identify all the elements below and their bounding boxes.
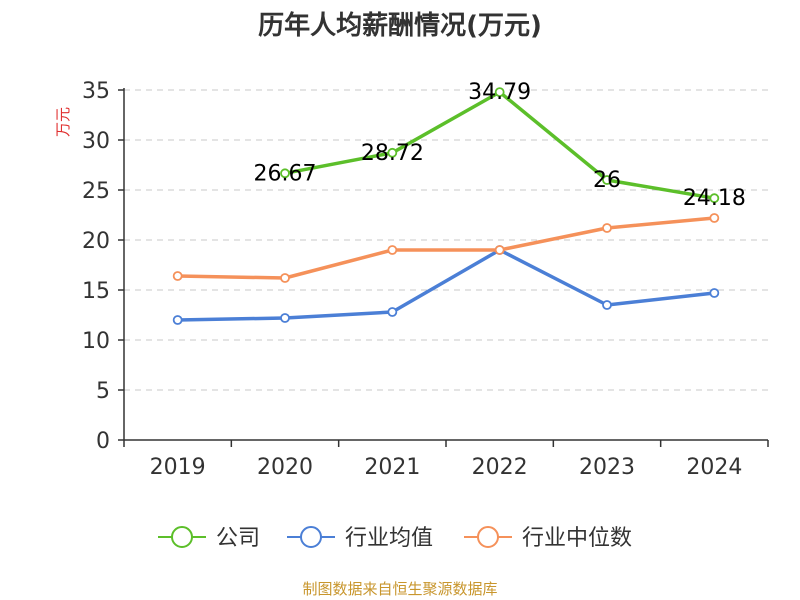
y-axis-label: 万元 xyxy=(54,107,72,137)
legend-label: 行业中位数 xyxy=(522,526,632,551)
source-note: 制图数据来自恒生聚源数据库 xyxy=(302,580,497,598)
data-label: 34.79 xyxy=(468,80,531,105)
data-point xyxy=(387,147,398,158)
chart-title: 历年人均薪酬情况(万元) xyxy=(258,10,542,41)
y-tick-label: 35 xyxy=(82,79,110,104)
y-tick-label: 30 xyxy=(82,129,110,154)
legend-swatch-marker xyxy=(171,526,193,548)
data-point xyxy=(387,307,398,317)
y-tick-label: 15 xyxy=(82,279,110,304)
data-point xyxy=(280,168,290,179)
data-point xyxy=(709,288,720,298)
data-point xyxy=(602,223,612,233)
data-point xyxy=(280,273,290,283)
x-tick-label: 2019 xyxy=(150,455,206,480)
legend-item-0[interactable]: 公司 xyxy=(158,526,260,551)
data-label: 28.72 xyxy=(361,141,424,166)
data-point xyxy=(709,193,720,204)
legend-label: 行业均值 xyxy=(345,526,433,551)
legend[interactable]: 公司 行业均值 行业中位数 xyxy=(158,526,632,551)
y-tick-label: 5 xyxy=(96,379,110,404)
data-label: 24.18 xyxy=(683,186,746,211)
series-line-2 xyxy=(177,216,715,280)
legend-swatch-marker xyxy=(300,526,322,548)
data-point xyxy=(172,271,183,281)
data-point xyxy=(280,313,290,323)
x-tick-label: 2024 xyxy=(686,455,742,480)
y-tick-label: 0 xyxy=(96,429,110,454)
legend-item-1[interactable]: 行业均值 xyxy=(287,526,433,551)
legend-label: 公司 xyxy=(216,526,260,551)
series-line-1 xyxy=(177,248,715,322)
x-tick-label: 2021 xyxy=(364,455,420,480)
series xyxy=(172,87,720,325)
data-point xyxy=(602,300,612,310)
y-tick-label: 25 xyxy=(82,179,110,204)
legend-item-2[interactable]: 行业中位数 xyxy=(464,526,632,551)
data-point xyxy=(709,213,720,223)
y-tick-label: 10 xyxy=(82,329,110,354)
data-point xyxy=(494,245,505,255)
data-labels: 26.67 28.72 34.79 26 24.18 xyxy=(254,80,746,211)
data-label: 26.67 xyxy=(254,161,317,186)
x-tick-label: 2023 xyxy=(579,455,635,480)
x-tick-label: 2022 xyxy=(472,455,528,480)
x-tick-label: 2020 xyxy=(257,455,313,480)
data-label: 26 xyxy=(593,168,621,193)
data-point xyxy=(172,315,183,325)
series-line-0 xyxy=(284,90,715,200)
y-tick-label: 20 xyxy=(82,229,110,254)
axes: 0 5 10 15 20 25 30 35 2019 2020 2021 2022 2023 2024 xyxy=(82,79,769,480)
legend-swatch-marker xyxy=(477,526,499,548)
data-point xyxy=(494,87,505,97)
data-point xyxy=(387,245,398,255)
grid xyxy=(124,89,768,391)
data-point xyxy=(602,175,612,185)
